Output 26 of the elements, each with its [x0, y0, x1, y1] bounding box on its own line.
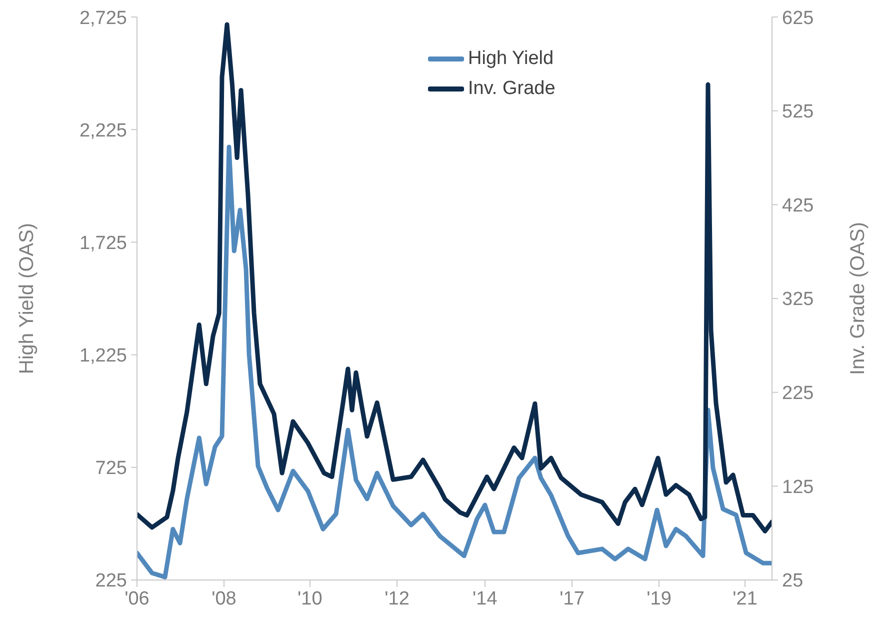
- x-tick-label: '19: [646, 588, 672, 610]
- x-tick-label: '08: [212, 588, 236, 610]
- x-tick-label: '17: [560, 588, 584, 610]
- y2-tick-label: 525: [782, 102, 814, 123]
- y2-tick-label: 425: [782, 195, 814, 216]
- line-series: [137, 22, 772, 534]
- y-tick-label: 225: [95, 570, 127, 592]
- y-axis-title: High Yield (OAS): [16, 222, 38, 374]
- y-tick-label: 2,725: [79, 8, 127, 29]
- legend-label: Inv. Grade: [468, 78, 556, 100]
- y2-tick-label: 25: [782, 570, 804, 592]
- y-tick-label: 1,225: [79, 346, 127, 367]
- x-tick-label: '10: [298, 588, 322, 610]
- y-tick-label: 1,725: [79, 232, 127, 254]
- x-tick-label: '12: [384, 588, 410, 610]
- legend-label: High Yield: [468, 48, 554, 70]
- y-tick-label: 2,225: [79, 120, 127, 142]
- y2-axis-title: Inv. Grade (OAS): [847, 222, 870, 376]
- x-tick-label: '21: [732, 588, 758, 610]
- y2-tick-label: 625: [782, 8, 814, 29]
- y2-tick-label: 325: [782, 289, 814, 310]
- y-tick-label: 725: [95, 458, 127, 480]
- y2-tick-label: 125: [782, 476, 814, 498]
- x-tick-label: '06: [124, 588, 150, 610]
- y2-tick-label: 225: [782, 383, 814, 404]
- x-tick-label: '14: [472, 588, 498, 610]
